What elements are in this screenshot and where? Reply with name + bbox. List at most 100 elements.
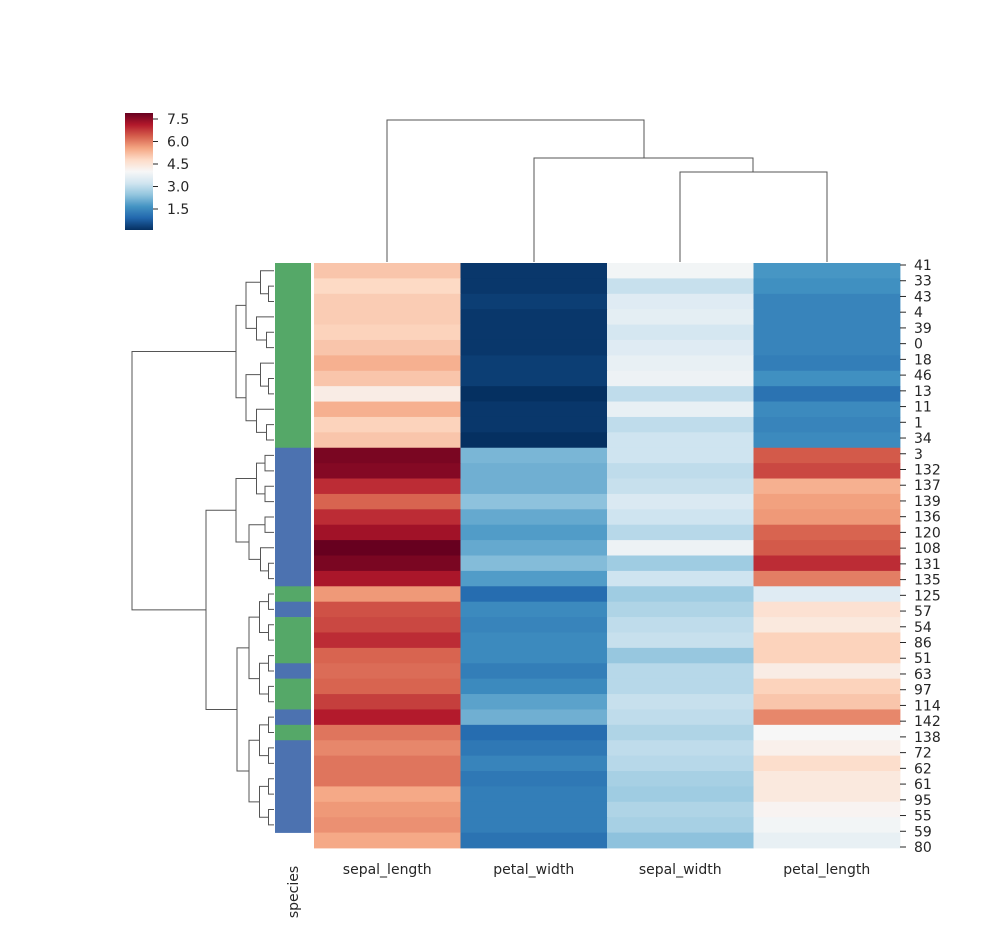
row-tick-label: 11 [914, 400, 932, 416]
heatmap-cell [607, 386, 754, 402]
row-tick-label: 120 [914, 525, 941, 541]
row-tick-label: 72 [914, 746, 932, 762]
heatmap-cell [460, 478, 608, 495]
row-tick-label: 80 [914, 840, 932, 856]
heatmap-cell [607, 817, 754, 834]
row-dendrogram-link [235, 304, 246, 399]
heatmap-cell [753, 694, 901, 710]
row-tick-label: 18 [914, 352, 932, 368]
colorbar-tick-label: 6.0 [167, 135, 189, 151]
heatmap-cell [753, 309, 901, 325]
row-tick-label: 62 [914, 761, 932, 777]
heatmap-cell [607, 694, 754, 710]
heatmap-cell [607, 355, 754, 372]
heatmap-cell [607, 724, 754, 741]
heatmap-cell [314, 524, 461, 541]
heatmap-cell [753, 324, 901, 341]
heatmap-cell [607, 524, 754, 541]
heatmap-cell [753, 478, 901, 495]
heatmap-cell [753, 817, 901, 834]
heatmap-cell [460, 386, 608, 402]
heatmap-cell [460, 786, 608, 803]
heatmap-cell [314, 509, 461, 526]
heatmap-cell [314, 801, 461, 818]
heatmap-cell [460, 324, 608, 341]
row-dendrogram-link [260, 547, 274, 572]
species-block [275, 663, 311, 679]
row-dendrogram-link [268, 778, 274, 795]
heatmap-cell [460, 370, 608, 387]
heatmap-cell [607, 647, 754, 664]
row-tick-label: 108 [914, 541, 941, 557]
column-tick-label: sepal_length [343, 862, 432, 878]
heatmap-cell [753, 463, 901, 479]
heatmap-cell [314, 647, 461, 664]
row-dendrogram-link [260, 270, 274, 295]
row-tick-label: 51 [914, 651, 932, 667]
row-dendrogram-link [259, 724, 269, 757]
heatmap-cell [753, 709, 901, 726]
heatmap-cell [753, 555, 901, 572]
heatmap-cell [753, 447, 901, 464]
row-dendrogram-link [260, 362, 274, 387]
heatmap-cell [753, 524, 901, 541]
heatmap-cell [607, 601, 754, 618]
species-block [275, 724, 311, 741]
column-dendrogram-link [386, 119, 645, 262]
row-tick-labels: 4133434390184613111343132137139136120108… [900, 258, 941, 856]
heatmap-cell [607, 570, 754, 587]
colorbar-tick-label: 4.5 [167, 157, 189, 173]
heatmap-cell [460, 570, 608, 587]
heatmap-cell [314, 678, 461, 695]
heatmap-cell [314, 755, 461, 772]
heatmap-cell [753, 586, 901, 603]
column-dendrogram [386, 119, 828, 262]
row-dendrogram-link [248, 616, 260, 680]
species-block [275, 586, 311, 602]
row-tick-label: 131 [914, 557, 941, 573]
heatmap-cell [460, 278, 608, 295]
colorbar: 7.5 6.0 4.5 3.0 1.5 [125, 112, 189, 230]
heatmap-cell [460, 832, 608, 849]
heatmap-cell [314, 540, 461, 556]
row-dendrogram-link [268, 685, 274, 703]
heatmap-cell [460, 463, 608, 479]
heatmap-cell [460, 416, 608, 433]
row-tick-label: 136 [914, 510, 941, 526]
row-dendrogram-link [259, 785, 269, 818]
heatmap-cell [460, 293, 608, 310]
heatmap-cell [460, 740, 608, 757]
heatmap-cell [314, 724, 461, 741]
heatmap-cell [753, 771, 901, 787]
heatmap-cell [314, 740, 461, 757]
row-tick-label: 4 [914, 305, 923, 321]
heatmap-cell [607, 678, 754, 695]
row-dendrogram-link [264, 485, 274, 503]
row-tick-label: 137 [914, 478, 941, 494]
row-dendrogram-link [259, 662, 269, 695]
heatmap-cell [460, 755, 608, 772]
heatmap-cell [607, 263, 754, 279]
heatmap-cell [460, 355, 608, 372]
row-tick-label: 135 [914, 573, 941, 589]
heatmap-cell [753, 601, 901, 618]
heatmap-cell [460, 771, 608, 787]
row-dendrogram-link [268, 285, 274, 302]
heatmap-cell [460, 263, 608, 279]
heatmap-cell [753, 293, 901, 310]
heatmap-cell [460, 647, 608, 664]
heatmap-cell [314, 601, 461, 618]
heatmap-cell [607, 786, 754, 803]
species-block [275, 601, 311, 618]
row-dendrogram-link [268, 377, 274, 395]
row-dendrogram-link [264, 454, 274, 472]
row-dendrogram-link [256, 316, 274, 341]
heatmap-cell [753, 740, 901, 757]
heatmap-cell [460, 447, 608, 464]
heatmap-cell [314, 309, 461, 325]
heatmap-cell [314, 278, 461, 295]
row-dendrogram-link [268, 716, 274, 734]
heatmap-cell [753, 755, 901, 772]
row-tick-label: 132 [914, 462, 941, 478]
